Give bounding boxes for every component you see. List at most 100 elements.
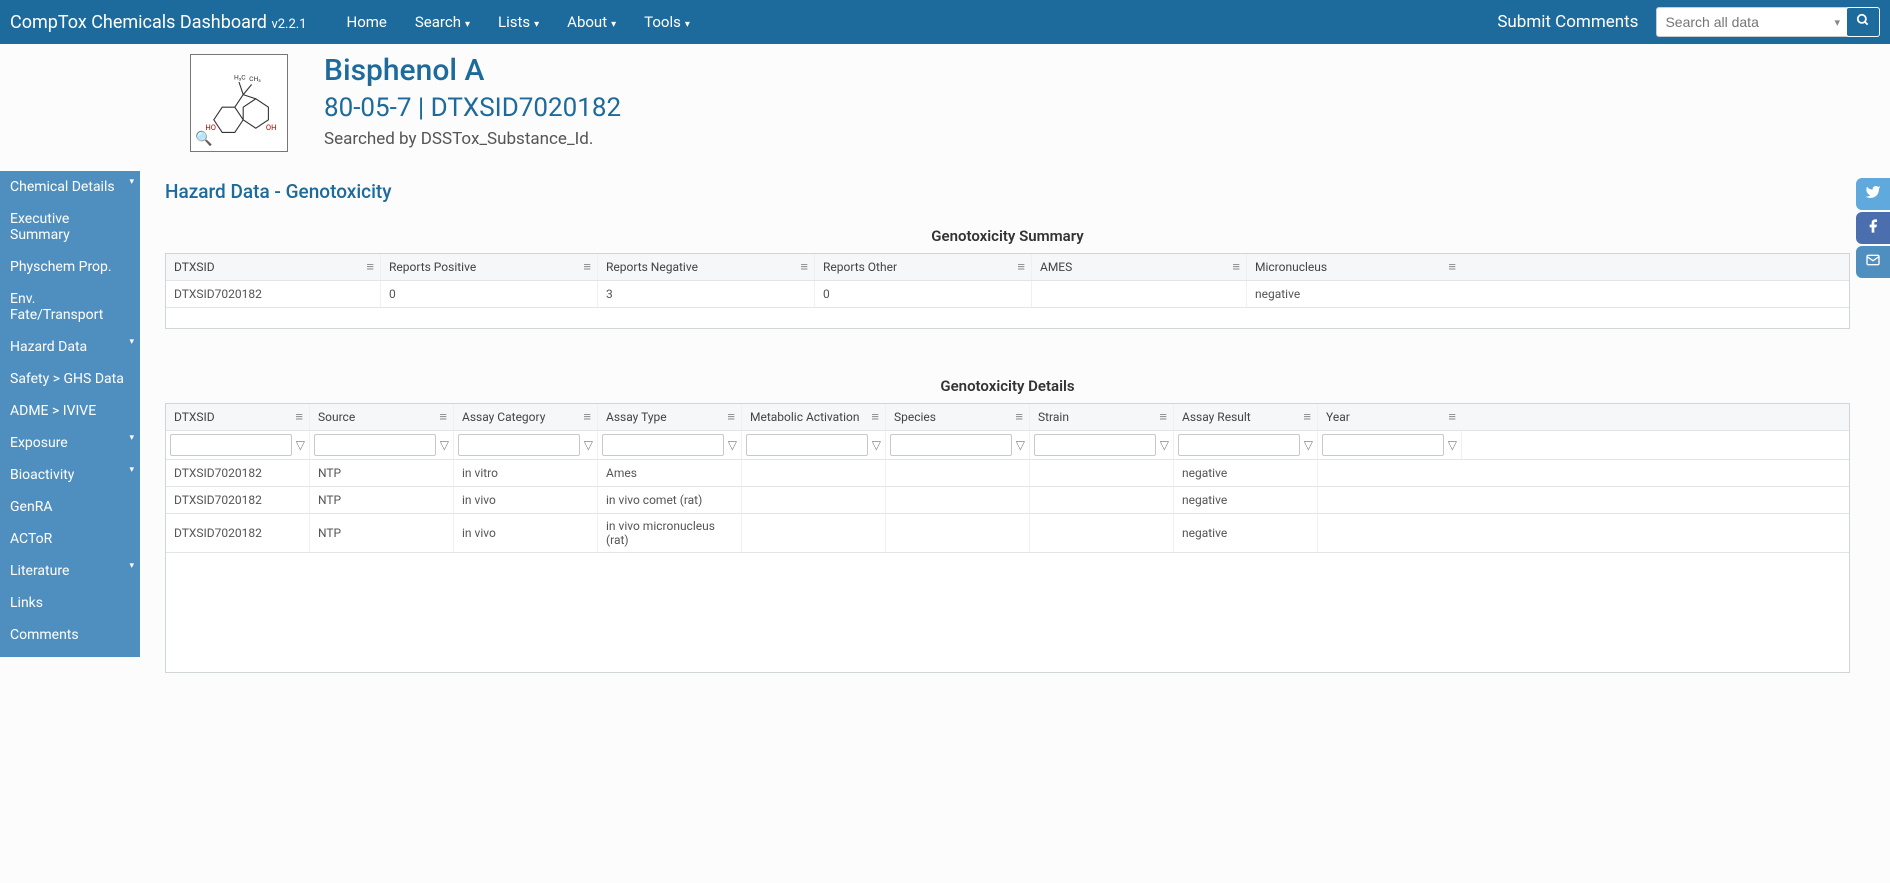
sidebar-item-actor[interactable]: ACToR: [0, 523, 140, 555]
filter-icon[interactable]: ▽: [440, 438, 449, 452]
search-button[interactable]: [1846, 7, 1880, 37]
nav-link-about[interactable]: About: [567, 13, 616, 31]
sidebar-item-chemical-details[interactable]: Chemical Details▾: [0, 171, 140, 203]
column-header[interactable]: DTXSID≡: [166, 404, 310, 430]
column-filter-input[interactable]: [1322, 434, 1444, 456]
column-menu-icon[interactable]: ≡: [1015, 409, 1023, 425]
column-menu-icon[interactable]: ≡: [439, 409, 447, 425]
filter-icon[interactable]: ▽: [1448, 438, 1457, 452]
filter-icon[interactable]: ▽: [872, 438, 881, 452]
sidebar-item-adme-ivive[interactable]: ADME > IVIVE: [0, 395, 140, 427]
nav-link-search[interactable]: Search: [415, 13, 470, 31]
column-header[interactable]: AMES≡: [1032, 254, 1247, 280]
chevron-down-icon: [685, 13, 690, 31]
column-filter-input[interactable]: [602, 434, 724, 456]
svg-text:OH: OH: [266, 123, 277, 132]
sidebar-item-literature[interactable]: Literature▾: [0, 555, 140, 587]
column-filter-input[interactable]: [1178, 434, 1300, 456]
table-row[interactable]: DTXSID7020182NTPin vitroAmesnegative: [166, 460, 1849, 487]
column-header[interactable]: Micronucleus≡: [1247, 254, 1462, 280]
zoom-icon[interactable]: 🔍: [195, 131, 212, 147]
filter-icon[interactable]: ▽: [584, 438, 593, 452]
column-filter-input[interactable]: [458, 434, 580, 456]
table-row[interactable]: DTXSID7020182NTPin vivoin vivo micronucl…: [166, 514, 1849, 553]
search-input[interactable]: [1656, 7, 1856, 37]
column-header[interactable]: Source≡: [310, 404, 454, 430]
sidebar-item-physchem-prop-[interactable]: Physchem Prop.: [0, 251, 140, 283]
sidebar-item-links[interactable]: Links: [0, 587, 140, 619]
column-menu-icon[interactable]: ≡: [1303, 409, 1311, 425]
table-cell: negative: [1247, 281, 1462, 307]
column-filter-input[interactable]: [314, 434, 436, 456]
column-menu-icon[interactable]: ≡: [366, 259, 374, 275]
column-menu-icon[interactable]: ≡: [1448, 259, 1456, 275]
filter-icon[interactable]: ▽: [296, 438, 305, 452]
submit-comments-link[interactable]: Submit Comments: [1497, 12, 1638, 32]
facebook-button[interactable]: [1856, 212, 1890, 244]
column-filter-input[interactable]: [890, 434, 1012, 456]
filter-icon[interactable]: ▽: [1160, 438, 1169, 452]
sidebar-item-genra[interactable]: GenRA: [0, 491, 140, 523]
table-cell: [742, 514, 886, 552]
column-header[interactable]: Strain≡: [1030, 404, 1174, 430]
filter-icon[interactable]: ▽: [728, 438, 737, 452]
sidebar-item-hazard-data[interactable]: Hazard Data▾: [0, 331, 140, 363]
brand-title: CompTox Chemicals Dashboard: [10, 12, 267, 33]
column-filter-input[interactable]: [170, 434, 292, 456]
column-menu-icon[interactable]: ≡: [1448, 409, 1456, 425]
sidebar-item-env-fate-transport[interactable]: Env. Fate/Transport: [0, 283, 140, 331]
column-header[interactable]: Assay Type≡: [598, 404, 742, 430]
searched-by: Searched by DSSTox_Substance_Id.: [324, 129, 621, 149]
table-cell: DTXSID7020182: [166, 514, 310, 552]
column-menu-icon[interactable]: ≡: [1017, 259, 1025, 275]
column-menu-icon[interactable]: ≡: [871, 409, 879, 425]
facebook-icon: [1865, 218, 1881, 238]
table-cell: NTP: [310, 460, 454, 486]
table-cell: negative: [1174, 514, 1318, 552]
brand[interactable]: CompTox Chemicals Dashboard v2.2.1: [10, 12, 307, 33]
column-menu-icon[interactable]: ≡: [1232, 259, 1240, 275]
chevron-down-icon: [465, 13, 470, 31]
search-icon: [1856, 13, 1870, 31]
sidebar-item-executive-summary[interactable]: Executive Summary: [0, 203, 140, 251]
column-menu-icon[interactable]: ≡: [583, 409, 591, 425]
column-menu-icon[interactable]: ≡: [800, 259, 808, 275]
table-row[interactable]: DTXSID7020182030negative: [166, 281, 1849, 308]
details-title: Genotoxicity Details: [165, 377, 1850, 395]
sidebar-item-bioactivity[interactable]: Bioactivity▾: [0, 459, 140, 491]
table-cell: [1030, 460, 1174, 486]
table-cell: negative: [1174, 460, 1318, 486]
column-header[interactable]: Assay Result≡: [1174, 404, 1318, 430]
column-header[interactable]: DTXSID≡: [166, 254, 381, 280]
table-cell: [1318, 460, 1462, 486]
sidebar-item-safety-ghs-data[interactable]: Safety > GHS Data: [0, 363, 140, 395]
column-header[interactable]: Reports Negative≡: [598, 254, 815, 280]
nav-link-home[interactable]: Home: [347, 13, 387, 31]
column-menu-icon[interactable]: ≡: [1159, 409, 1167, 425]
filter-icon[interactable]: ▽: [1016, 438, 1025, 452]
column-header[interactable]: Metabolic Activation≡: [742, 404, 886, 430]
nav-link-tools[interactable]: Tools: [644, 13, 690, 31]
column-filter-input[interactable]: [1034, 434, 1156, 456]
column-header[interactable]: Year≡: [1318, 404, 1462, 430]
table-row[interactable]: DTXSID7020182NTPin vivoin vivo comet (ra…: [166, 487, 1849, 514]
sidebar-item-exposure[interactable]: Exposure▾: [0, 427, 140, 459]
nav-link-lists[interactable]: Lists: [498, 13, 539, 31]
sidebar-item-comments[interactable]: Comments: [0, 619, 140, 651]
table-cell: [1318, 487, 1462, 513]
twitter-button[interactable]: [1856, 178, 1890, 210]
column-filter-input[interactable]: [746, 434, 868, 456]
column-menu-icon[interactable]: ≡: [295, 409, 303, 425]
column-header[interactable]: Reports Positive≡: [381, 254, 598, 280]
column-header[interactable]: Assay Category≡: [454, 404, 598, 430]
mail-button[interactable]: [1856, 246, 1890, 278]
filter-icon[interactable]: ▽: [1304, 438, 1313, 452]
column-header[interactable]: Reports Other≡: [815, 254, 1032, 280]
brand-version: v2.2.1: [271, 17, 306, 32]
column-menu-icon[interactable]: ≡: [727, 409, 735, 425]
structure-image[interactable]: HO OH H₃C CH₃ 🔍: [190, 54, 288, 152]
column-menu-icon[interactable]: ≡: [583, 259, 591, 275]
column-header[interactable]: Species≡: [886, 404, 1030, 430]
page-title: Hazard Data - Genotoxicity: [165, 180, 1850, 203]
table-cell: 3: [598, 281, 815, 307]
